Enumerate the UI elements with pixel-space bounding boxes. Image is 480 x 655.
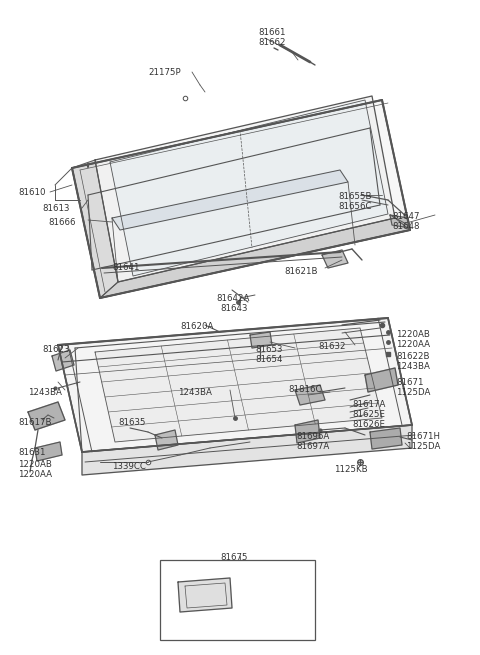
Polygon shape <box>95 328 382 442</box>
Polygon shape <box>100 218 410 298</box>
Text: 81656C: 81656C <box>338 202 372 211</box>
Polygon shape <box>58 318 412 452</box>
Polygon shape <box>178 578 232 612</box>
Polygon shape <box>322 250 348 268</box>
Text: 81626E: 81626E <box>352 420 385 429</box>
Polygon shape <box>72 160 118 298</box>
Polygon shape <box>295 385 325 405</box>
Text: 81647: 81647 <box>392 212 420 221</box>
Bar <box>160 560 315 640</box>
Text: 81622B: 81622B <box>396 352 430 361</box>
Polygon shape <box>28 402 65 430</box>
Text: 81662: 81662 <box>258 38 286 47</box>
Text: 81632: 81632 <box>318 342 346 351</box>
Text: 1125KB: 1125KB <box>334 465 368 474</box>
Polygon shape <box>295 420 320 443</box>
Text: 1220AB: 1220AB <box>396 330 430 339</box>
Text: 81666: 81666 <box>48 218 75 227</box>
Polygon shape <box>35 442 62 461</box>
Polygon shape <box>82 425 412 475</box>
Text: 81675: 81675 <box>220 553 248 562</box>
Text: 81635: 81635 <box>118 418 145 427</box>
Text: 81631: 81631 <box>18 448 46 457</box>
Text: 1339CC: 1339CC <box>112 462 146 471</box>
Text: 81661: 81661 <box>258 28 286 37</box>
Polygon shape <box>110 100 388 276</box>
Text: 1220AA: 1220AA <box>396 340 430 349</box>
Polygon shape <box>365 368 398 392</box>
Text: 81696A: 81696A <box>296 432 329 441</box>
Text: 81642A: 81642A <box>216 294 250 303</box>
Text: 81613: 81613 <box>42 204 70 213</box>
Text: 1243BA: 1243BA <box>28 388 62 397</box>
Polygon shape <box>72 100 410 298</box>
Polygon shape <box>370 428 402 449</box>
Text: 81677: 81677 <box>228 572 255 581</box>
Text: 81816C: 81816C <box>288 385 322 394</box>
Polygon shape <box>52 350 74 371</box>
Text: 1125DA: 1125DA <box>396 388 431 397</box>
Text: 81671H: 81671H <box>406 432 440 441</box>
Text: 81617B: 81617B <box>18 418 51 427</box>
Text: 81653: 81653 <box>255 345 283 354</box>
Text: 1243BA: 1243BA <box>178 388 212 397</box>
Polygon shape <box>250 332 272 348</box>
Polygon shape <box>95 96 395 282</box>
Text: 81641: 81641 <box>112 263 140 272</box>
Text: 81620A: 81620A <box>180 322 214 331</box>
Polygon shape <box>390 215 410 228</box>
Text: 21175P: 21175P <box>148 68 180 77</box>
Text: 81610: 81610 <box>18 188 46 197</box>
Text: 1125DA: 1125DA <box>406 442 440 451</box>
Text: 81643: 81643 <box>220 304 248 313</box>
Text: 1243BA: 1243BA <box>396 362 430 371</box>
Text: 81671: 81671 <box>396 378 423 387</box>
Text: 81617A: 81617A <box>352 400 385 409</box>
Text: 81625E: 81625E <box>352 410 385 419</box>
Text: 81623: 81623 <box>42 345 70 354</box>
Text: 81648: 81648 <box>392 222 420 231</box>
Polygon shape <box>112 170 348 230</box>
Text: 1220AB: 1220AB <box>18 460 52 469</box>
Text: 1220AA: 1220AA <box>18 470 52 479</box>
Text: 81655B: 81655B <box>338 192 372 201</box>
Polygon shape <box>155 430 178 450</box>
Text: 81621B: 81621B <box>284 267 317 276</box>
Text: 81654: 81654 <box>255 355 283 364</box>
Text: 81697A: 81697A <box>296 442 329 451</box>
